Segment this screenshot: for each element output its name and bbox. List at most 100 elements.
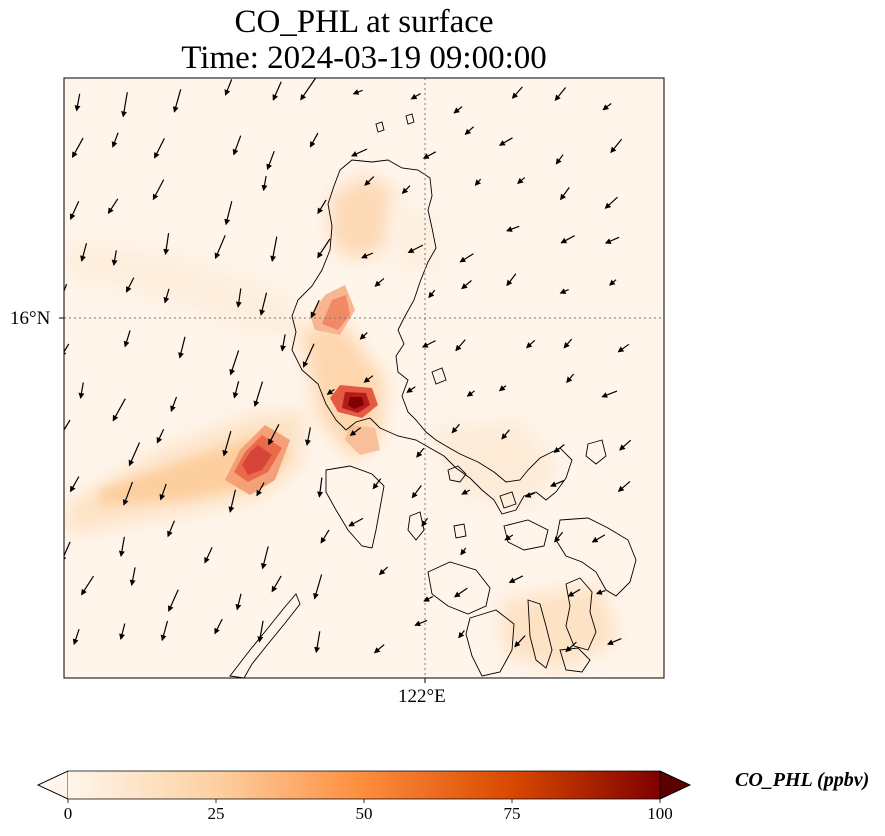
wind-arrow	[406, 386, 416, 393]
plume-bicol	[430, 420, 560, 510]
lon-tick-label: 122°E	[398, 686, 446, 707]
wind-arrow	[224, 200, 233, 226]
wind-arrow	[317, 477, 324, 498]
wind-arrow	[214, 618, 223, 635]
wind-arrow	[229, 350, 240, 376]
colorbar-extend-high	[659, 770, 691, 800]
wind-arrow	[466, 390, 475, 397]
wind-arrow	[601, 390, 618, 398]
marinduque-coastline	[447, 465, 467, 483]
wind-arrow	[610, 138, 623, 154]
wind-arrow	[517, 177, 526, 185]
wind-arrow	[504, 534, 514, 541]
colorbar-tick-50: 50	[355, 804, 373, 823]
wind-arrow	[310, 299, 320, 319]
wind-arrow	[498, 385, 507, 392]
wind-arrow	[314, 631, 321, 654]
wind-arrow	[554, 531, 564, 543]
wind-arrow	[498, 137, 513, 146]
burias-coastline	[499, 491, 517, 509]
wind-arrow	[566, 373, 575, 384]
wind-arrow	[64, 283, 68, 293]
tablas-coastline	[407, 511, 425, 541]
wind-arrow	[260, 546, 269, 570]
wind-arrow	[228, 489, 236, 513]
cebu-coastline	[527, 599, 553, 669]
wind-arrow	[460, 547, 467, 556]
wind-arrow	[326, 388, 335, 395]
wind-arrow	[168, 589, 179, 612]
colorbar-tick-marks	[67, 799, 661, 803]
wind-arrow	[320, 529, 330, 544]
wind-arrow	[222, 430, 232, 457]
wind-arrow	[72, 629, 80, 646]
wind-arrow	[81, 575, 95, 596]
bohol-coastline	[559, 647, 591, 673]
wind-arrow	[508, 575, 524, 583]
hotspot-manila-core	[348, 397, 364, 409]
wind-arrow	[172, 89, 182, 113]
wind-arrow	[560, 235, 575, 244]
wind-arrow	[178, 336, 186, 359]
wind-arrow	[555, 154, 564, 165]
wind-arrow	[553, 444, 565, 453]
wind-arrow	[121, 92, 128, 118]
catanduanes-coastline	[585, 439, 607, 465]
plume-ilocos	[330, 175, 395, 260]
wind-arrow	[125, 277, 135, 293]
wind-arrow	[111, 250, 118, 266]
wind-arrow	[317, 238, 331, 259]
wind-arrow	[458, 630, 465, 639]
wind-arrow	[235, 593, 242, 611]
wind-arrow	[204, 547, 213, 564]
wind-arrow	[421, 340, 436, 348]
polillo-coastline	[431, 367, 447, 385]
wind-arrow	[474, 178, 482, 186]
wind-arrow	[461, 280, 472, 290]
wind-arrow	[80, 243, 88, 262]
colorbar	[37, 770, 691, 803]
wind-arrow	[461, 489, 471, 495]
wind-arrow	[602, 103, 612, 111]
wind-arrow	[401, 185, 411, 195]
wind-arrow	[595, 589, 606, 595]
wind-arrow	[524, 492, 536, 498]
wind-arrow	[364, 176, 375, 186]
wind-arrow	[232, 381, 240, 399]
wind-arrow	[567, 588, 581, 597]
wind-arrow	[163, 288, 170, 304]
wind-arrow	[128, 442, 141, 467]
colorbar-tick-25: 25	[207, 804, 225, 823]
wind-arrow	[514, 635, 526, 648]
wind-arrow	[560, 187, 570, 201]
wind-arrow	[271, 575, 282, 593]
wind-arrow	[64, 419, 71, 432]
wind-arrow	[423, 595, 434, 602]
wind-arrow	[313, 574, 323, 600]
wind-arrow	[300, 78, 316, 101]
wind-arrow	[451, 423, 460, 434]
wind-arrow	[261, 175, 268, 192]
wind-arrow	[455, 339, 466, 352]
wind-arrow	[373, 644, 385, 654]
map-panel[interactable]	[0, 0, 885, 760]
wind-arrow	[617, 480, 631, 492]
wind-arrow	[407, 244, 424, 253]
samar-coastline	[555, 517, 637, 597]
wind-arrow	[305, 427, 311, 446]
wind-arrow	[118, 536, 125, 557]
wind-arrow	[78, 382, 85, 399]
wind-arrow	[609, 279, 617, 286]
plume-visayas	[500, 585, 620, 670]
wind-arrow	[506, 225, 520, 232]
hotspot-west-core	[242, 445, 272, 475]
wind-arrow	[619, 439, 632, 451]
palawan-coastline	[229, 593, 301, 678]
wind-arrow	[64, 343, 70, 357]
colorbar-tick-0: 0	[63, 804, 73, 823]
wind-arrow	[119, 623, 126, 640]
wind-arrow	[317, 199, 327, 215]
wind-arrow	[411, 485, 422, 499]
wind-arrow	[257, 620, 264, 643]
wind-arrow	[280, 334, 287, 352]
